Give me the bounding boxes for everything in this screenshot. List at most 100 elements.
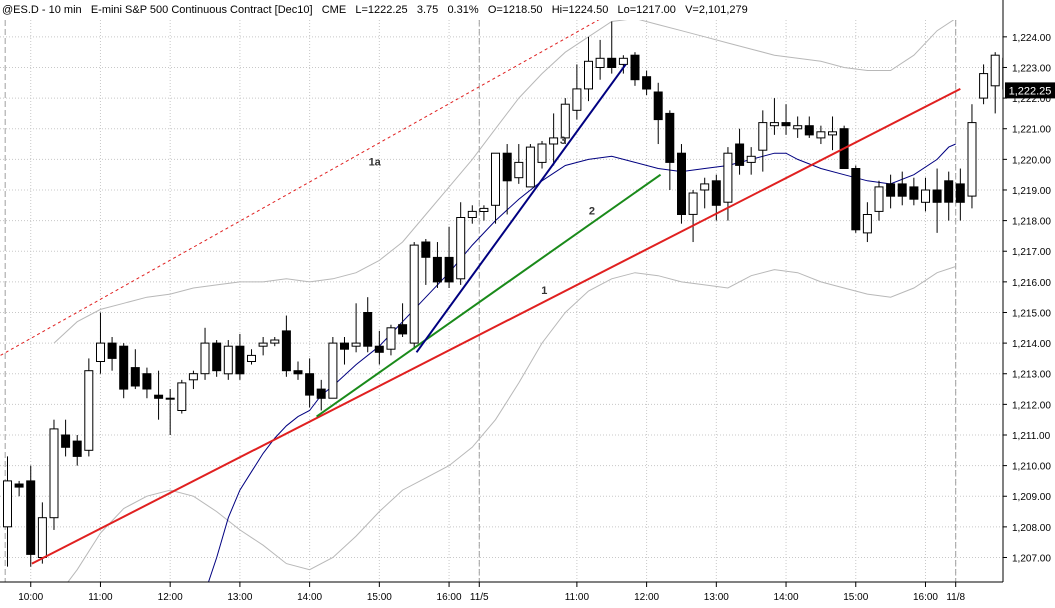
x-tick-label: 12:00 — [158, 592, 183, 603]
candle-body — [921, 189, 930, 203]
y-axis[interactable]: 1,207.00 1,208.00 1,209.00 1,210.00 1,211.00… — [1003, 33, 1051, 565]
candle — [642, 70, 652, 96]
candle — [270, 336, 280, 347]
candle-body — [467, 210, 477, 218]
header-open: O=1218.50 — [488, 4, 543, 16]
trendlines: 1 2 3 1a — [0, 20, 961, 565]
candle — [421, 238, 431, 285]
candle — [61, 419, 71, 457]
candle-body — [142, 373, 152, 390]
candle — [212, 340, 222, 377]
y-tick-label: 1,209.00 — [1012, 492, 1051, 503]
candle-body — [700, 183, 710, 191]
candle — [816, 125, 826, 145]
candle-body — [537, 143, 547, 163]
candle-body — [642, 76, 652, 90]
candle-body — [944, 180, 954, 203]
candle — [967, 104, 977, 209]
candle — [595, 39, 605, 80]
candle-body — [967, 122, 977, 197]
candle — [897, 171, 907, 206]
candle — [328, 336, 338, 399]
candle-body — [851, 168, 861, 231]
x-tick-label: 14:00 — [297, 592, 322, 603]
candle-body — [49, 428, 59, 519]
candle — [165, 389, 175, 435]
candle-body — [444, 256, 454, 283]
candle-body — [955, 183, 965, 203]
candle — [537, 140, 547, 169]
x-axis[interactable]: 10:00 11:00 12:00 13:00 14:00 15:00 16:00 11/5 1… — [18, 582, 965, 603]
y-tick-label: 1,216.00 — [1012, 278, 1051, 289]
candle-body — [618, 57, 628, 65]
candle — [874, 180, 884, 221]
x-tick-label: 13:00 — [227, 592, 252, 603]
candle — [944, 171, 954, 221]
y-tick-label: 1,217.00 — [1012, 247, 1051, 258]
x-tick-label: 10:00 — [18, 592, 43, 603]
candle-body — [804, 125, 814, 136]
candle-body — [305, 373, 315, 396]
candle-body — [769, 122, 779, 127]
candle — [351, 303, 361, 353]
candle — [584, 36, 593, 102]
candle-body — [723, 152, 733, 203]
candle-body — [630, 54, 640, 81]
candle — [630, 52, 640, 86]
candle-body — [979, 73, 989, 99]
candle — [444, 226, 454, 288]
candle — [560, 98, 570, 145]
candle-body — [281, 330, 291, 372]
bands — [53, 20, 956, 582]
x-tick-label: 16:00 — [913, 592, 938, 603]
candle — [769, 98, 779, 135]
candle — [677, 144, 686, 224]
candle-body — [932, 189, 942, 203]
candle — [572, 64, 582, 120]
y-tick-label: 1,211.00 — [1012, 431, 1051, 442]
y-tick-label: 1,218.00 — [1012, 217, 1051, 228]
candle-body — [61, 434, 71, 448]
candle — [793, 116, 803, 138]
candle — [374, 330, 384, 365]
x-tick-label: 16:00 — [437, 592, 462, 603]
candle — [804, 116, 814, 138]
trendline-label-1: 1 — [541, 285, 547, 297]
candle-body — [432, 256, 442, 283]
candle-body — [328, 342, 338, 399]
y-tick-label: 1,207.00 — [1012, 553, 1051, 564]
candle-body — [130, 367, 140, 387]
candle-body — [735, 143, 745, 166]
candle — [398, 303, 408, 337]
candle — [96, 312, 105, 374]
candle-body — [223, 345, 233, 375]
candle-body — [235, 345, 245, 375]
y-tick-label: 1,212.00 — [1012, 400, 1051, 411]
header-symbol: @ES.D - 10 min — [2, 4, 82, 16]
x-tick-label: 11/5 — [470, 592, 489, 603]
candle-body — [154, 394, 164, 399]
candle-body — [781, 122, 791, 127]
candle — [130, 349, 140, 390]
candle-body — [828, 131, 837, 136]
candle-body — [200, 342, 210, 375]
header-last: L=1222.25 — [355, 4, 407, 16]
candle-body — [119, 345, 129, 390]
candle — [154, 370, 164, 420]
candle — [549, 113, 559, 166]
y-tick-label: 1,214.00 — [1012, 339, 1051, 350]
y-tick-label: 1,210.00 — [1012, 462, 1051, 473]
candle-body — [409, 244, 419, 344]
candle — [409, 242, 419, 350]
candle-body — [14, 483, 24, 488]
y-tick-label: 1,223.00 — [1012, 63, 1051, 74]
candle — [177, 379, 187, 414]
candle — [514, 144, 524, 184]
y-tick-label: 1,221.00 — [1012, 125, 1051, 136]
y-tick-label: 1,208.00 — [1012, 523, 1051, 534]
candle — [700, 177, 710, 209]
candle-body — [479, 207, 489, 212]
candle — [247, 349, 256, 365]
candle — [979, 64, 989, 105]
